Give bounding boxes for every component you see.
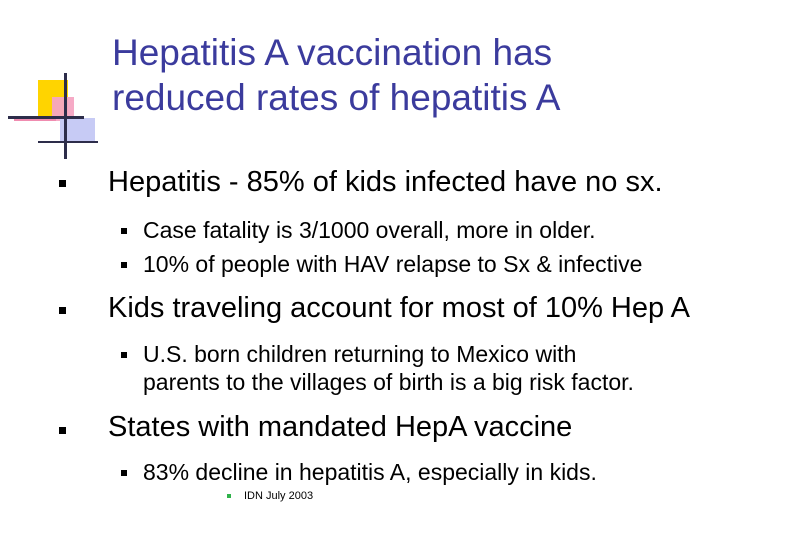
decor-horizontal-line [8, 116, 84, 119]
sub-bullet-text-line-1: U.S. born children returning to Mexico w… [143, 341, 577, 367]
sub-bullet-marker [121, 470, 127, 476]
level3-bullet-marker [227, 494, 231, 498]
bullet-marker [59, 180, 66, 187]
bullet-text: Kids traveling account for most of 10% H… [108, 292, 690, 324]
decor-vertical-line [64, 73, 67, 159]
bullet-text: Hepatitis - 85% of kids infected have no… [108, 166, 663, 198]
sub-bullet-text: Case fatality is 3/1000 overall, more in… [143, 217, 596, 243]
decor-horizontal-line-lower [38, 141, 98, 143]
decor-pink-square [52, 97, 74, 121]
sub-bullet-marker [121, 228, 127, 234]
bullet-marker [59, 427, 66, 434]
sub-bullet-marker [121, 352, 127, 358]
bullet-marker [59, 307, 66, 314]
slide-title: Hepatitis A vaccination has reduced rate… [112, 30, 772, 120]
sub-bullet-text-line-2: parents to the villages of birth is a bi… [143, 369, 634, 395]
decor-pink-line [14, 119, 56, 121]
sub-bullet-marker [121, 262, 127, 268]
sub-bullet-text: 83% decline in hepatitis A, especially i… [143, 459, 597, 485]
title-line-1: Hepatitis A vaccination has [112, 32, 553, 73]
citation-text: IDN July 2003 [244, 490, 314, 502]
bullet-text: States with mandated HepA vaccine [108, 411, 573, 443]
sub-bullet-text: 10% of people with HAV relapse to Sx & i… [143, 251, 643, 277]
title-line-2: reduced rates of hepatitis A [112, 77, 561, 118]
